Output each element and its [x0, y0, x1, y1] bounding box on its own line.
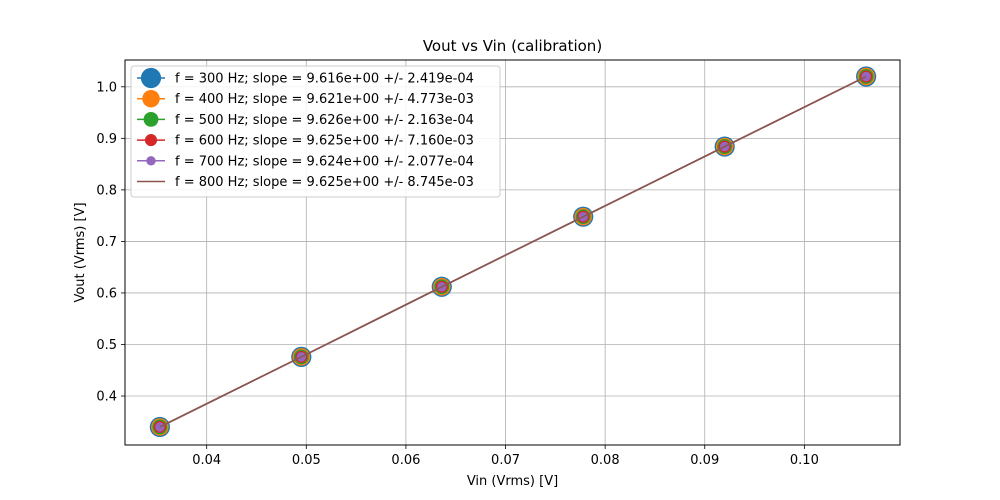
- y-tick-label: 0.7: [96, 235, 117, 250]
- x-tick-label: 0.07: [491, 453, 520, 468]
- y-axis-label: Vout (Vrms) [V]: [73, 202, 88, 302]
- legend-marker: [144, 134, 158, 147]
- axis-ticks: 0.04 0.05 0.06 0.07 0.08 0.09 0.10 0.4 0.5 0.6 0.7…: [96, 80, 819, 468]
- x-tick-label: 0.09: [690, 453, 719, 468]
- x-tick-label: 0.08: [591, 453, 620, 468]
- legend-item: f = 400 Hz; slope = 9.621e+00 +/- 4.773e…: [137, 89, 474, 108]
- legend-label: f = 600 Hz; slope = 9.625e+00 +/- 7.160e…: [175, 134, 474, 149]
- y-tick-label: 1.0: [96, 80, 117, 95]
- y-tick-label: 0.5: [96, 338, 117, 353]
- x-tick-label: 0.10: [790, 453, 819, 468]
- x-tick-label: 0.04: [192, 453, 221, 468]
- legend-item: f = 300 Hz; slope = 9.616e+00 +/- 2.419e…: [137, 67, 474, 89]
- x-axis-label: Vin (Vrms) [V]: [467, 474, 558, 489]
- legend-label: f = 500 Hz; slope = 9.626e+00 +/- 2.163e…: [175, 113, 474, 128]
- legend-marker: [140, 67, 162, 89]
- chart-title: Vout vs Vin (calibration): [423, 37, 602, 55]
- legend-item: f = 600 Hz; slope = 9.625e+00 +/- 7.160e…: [137, 134, 474, 149]
- y-tick-label: 0.6: [96, 286, 117, 301]
- x-tick-label: 0.05: [292, 453, 321, 468]
- legend-label: f = 800 Hz; slope = 9.625e+00 +/- 8.745e…: [175, 175, 474, 190]
- legend-label: f = 400 Hz; slope = 9.621e+00 +/- 4.773e…: [175, 92, 474, 107]
- legend-marker: [146, 156, 156, 166]
- y-tick-label: 0.8: [96, 183, 117, 198]
- legend-label: f = 300 Hz; slope = 9.616e+00 +/- 2.419e…: [175, 72, 474, 87]
- legend-item: f = 700 Hz; slope = 9.624e+00 +/- 2.077e…: [137, 154, 474, 169]
- legend-label: f = 700 Hz; slope = 9.624e+00 +/- 2.077e…: [175, 154, 474, 169]
- plot-frame: [124, 59, 901, 446]
- y-tick-label: 0.4: [96, 390, 117, 405]
- series-line: [159, 75, 867, 428]
- legend-marker: [142, 89, 160, 108]
- plot-series: [149, 66, 877, 438]
- legend: f = 300 Hz; slope = 9.616e+00 +/- 2.419e…: [130, 65, 501, 198]
- legend-marker: [143, 112, 159, 127]
- legend-item: f = 500 Hz; slope = 9.626e+00 +/- 2.163e…: [137, 112, 474, 128]
- x-tick-label: 0.06: [391, 453, 420, 468]
- data-point: [155, 422, 165, 432]
- series-5: [159, 75, 867, 428]
- legend-box: [130, 65, 501, 198]
- y-tick-label: 0.9: [96, 132, 117, 147]
- legend-item: f = 800 Hz; slope = 9.625e+00 +/- 8.745e…: [137, 175, 474, 190]
